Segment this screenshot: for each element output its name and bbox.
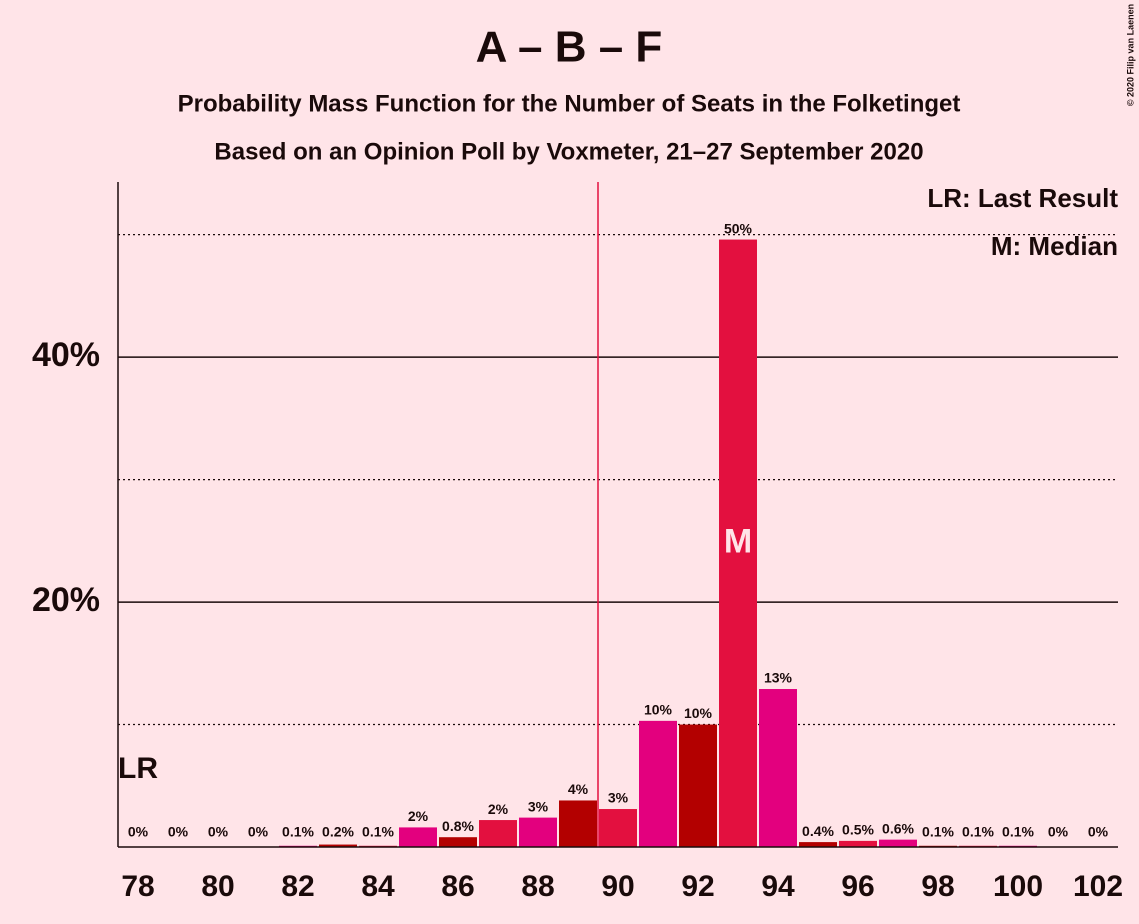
x-tick-label: 80	[201, 870, 234, 903]
bar	[519, 817, 557, 847]
bar	[799, 842, 837, 847]
value-label: 4%	[568, 781, 589, 797]
value-label: 0%	[208, 824, 229, 840]
value-label: 0%	[128, 824, 149, 840]
x-tick-label: 82	[281, 870, 314, 903]
x-tick-label: 88	[521, 870, 554, 903]
value-label: 0%	[168, 824, 189, 840]
bar	[639, 720, 677, 847]
copyright: © 2020 Filip van Laenen	[1125, 4, 1135, 106]
x-tick-label: 86	[441, 870, 474, 903]
value-label: 0%	[248, 824, 269, 840]
value-label: 0.1%	[922, 824, 954, 840]
value-label: 0.8%	[442, 818, 474, 834]
value-label: 0%	[1088, 824, 1109, 840]
y-tick-label: 40%	[32, 336, 100, 374]
x-tick-label: 78	[121, 870, 154, 903]
last-result-label: LR	[118, 752, 158, 785]
value-label: 13%	[764, 670, 793, 686]
bar	[679, 724, 717, 847]
value-label: 2%	[488, 801, 509, 817]
value-label: 2%	[408, 808, 429, 824]
value-label: 0.2%	[322, 824, 354, 840]
median-label: M	[724, 522, 752, 560]
legend-entry: M: Median	[991, 231, 1118, 261]
bar	[839, 840, 877, 847]
bar	[399, 827, 437, 847]
x-tick-label: 96	[841, 870, 874, 903]
value-label: 0.4%	[802, 823, 834, 839]
chart-title: A – B – F	[476, 23, 663, 72]
bar	[599, 809, 637, 847]
x-tick-label: 100	[993, 870, 1043, 903]
x-tick-label: 102	[1073, 870, 1123, 903]
bar	[759, 689, 797, 847]
value-label: 0.5%	[842, 822, 874, 838]
legend-entry: LR: Last Result	[927, 183, 1118, 213]
x-tick-label: 92	[681, 870, 714, 903]
bar	[559, 800, 597, 847]
chart-subtitle: Based on an Opinion Poll by Voxmeter, 21…	[214, 138, 923, 165]
chart-subtitle: Probability Mass Function for the Number…	[178, 90, 961, 117]
bar	[319, 844, 357, 847]
bar	[479, 820, 517, 847]
value-label: 0.1%	[962, 824, 994, 840]
value-label: 0.1%	[362, 824, 394, 840]
value-label: 3%	[608, 790, 629, 806]
x-tick-label: 94	[761, 870, 795, 903]
value-label: 3%	[528, 798, 549, 814]
value-label: 0.6%	[882, 820, 914, 836]
value-label: 0.1%	[1002, 824, 1034, 840]
x-tick-label: 90	[601, 870, 634, 903]
value-label: 0.1%	[282, 824, 314, 840]
x-tick-label: 84	[361, 870, 395, 903]
value-label: 50%	[724, 220, 753, 236]
value-label: 0%	[1048, 824, 1069, 840]
value-label: 10%	[644, 702, 673, 718]
bar	[439, 837, 477, 847]
x-tick-label: 98	[921, 870, 954, 903]
value-label: 10%	[684, 705, 713, 721]
bar	[719, 239, 757, 848]
bar	[879, 839, 917, 847]
y-tick-label: 20%	[32, 581, 100, 619]
